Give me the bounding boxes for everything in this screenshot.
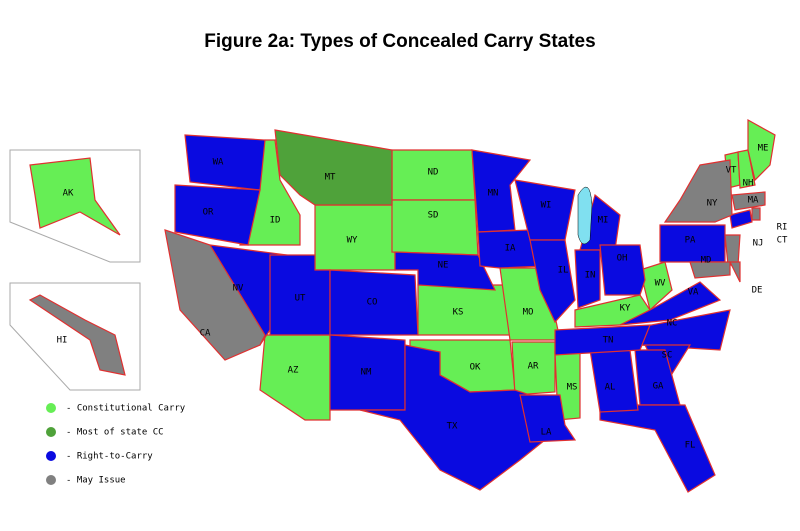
state-label: TX — [447, 422, 458, 432]
state-shape — [184, 134, 266, 191]
state-label: KY — [620, 304, 631, 314]
legend-swatch — [46, 427, 56, 437]
state-shape — [259, 334, 331, 421]
state-label: NE — [438, 261, 449, 271]
state-label: PA — [685, 236, 696, 246]
state-shape — [529, 239, 576, 324]
state-shape — [731, 191, 766, 211]
state-shape — [724, 234, 741, 266]
state-label: KS — [453, 308, 464, 318]
state-label: SD — [428, 211, 439, 221]
state-shape — [174, 184, 261, 246]
state-label: ID — [270, 216, 281, 226]
state-label: CT — [777, 236, 788, 246]
state-shape — [274, 129, 393, 206]
state-shape — [511, 341, 556, 396]
map-title: Figure 2a: Types of Concealed Carry Stat… — [204, 31, 595, 52]
state-label: NM — [361, 368, 372, 378]
state-shape — [519, 394, 577, 443]
state-label: DE — [752, 286, 763, 296]
state-label: MO — [523, 308, 534, 318]
state-label: OH — [617, 254, 628, 264]
state-label: AL — [605, 383, 616, 393]
state-shape — [28, 294, 126, 376]
state-label: WY — [347, 236, 358, 246]
state-label: NH — [743, 179, 754, 189]
state-label: ND — [428, 168, 439, 178]
state-label: OK — [470, 363, 481, 373]
state-label: SC — [662, 351, 673, 361]
state-label: WV — [655, 279, 666, 289]
legend-label: - Right-to-Carry — [66, 452, 153, 462]
legend: - Constitutional Carry - Most of state CC… — [46, 403, 186, 486]
legend-swatch — [46, 475, 56, 485]
state-shape — [689, 261, 731, 279]
states — [28, 118, 776, 493]
state-label: MD — [701, 256, 712, 266]
state-shape — [663, 159, 733, 223]
state-label: HI — [57, 336, 68, 346]
state-label: NC — [667, 319, 678, 329]
state-label: LA — [541, 428, 552, 438]
state-shape — [394, 251, 496, 291]
state-label: AK — [63, 189, 74, 199]
state-shape — [391, 199, 479, 256]
state-label: RI — [777, 223, 788, 233]
state-shape — [417, 284, 513, 336]
state-shape — [471, 149, 532, 233]
lake-michigan — [577, 186, 593, 245]
state-label: GA — [653, 382, 664, 392]
state-label: MI — [598, 216, 609, 226]
legend-swatch — [46, 451, 56, 461]
state-shape — [477, 229, 546, 269]
state-label: IA — [505, 244, 516, 254]
state-shape — [589, 349, 639, 413]
state-label: NY — [707, 199, 718, 209]
state-label: ME — [758, 144, 769, 154]
state-label: IL — [558, 266, 569, 276]
legend-label: - Constitutional Carry — [66, 404, 186, 414]
state-label: CA — [200, 329, 211, 339]
state-label: OR — [203, 208, 214, 218]
state-shape — [599, 244, 646, 296]
state-label: MT — [325, 173, 336, 183]
state-label: UT — [295, 294, 306, 304]
state-label: WI — [541, 201, 552, 211]
state-shape — [729, 261, 741, 283]
state-shape — [619, 281, 722, 326]
state-shape — [751, 207, 761, 221]
state-label: VT — [726, 166, 737, 176]
state-label: MS — [567, 383, 578, 393]
state-shape — [574, 249, 601, 309]
state-shape — [737, 149, 756, 189]
state-label: AR — [528, 362, 539, 372]
state-shape — [164, 229, 266, 361]
state-label: VA — [688, 288, 699, 298]
legend-label: - Most of state CC — [66, 428, 164, 438]
state-label: AZ — [288, 366, 299, 376]
state-shape — [29, 157, 121, 236]
state-label: TN — [603, 336, 614, 346]
state-label: FL — [685, 441, 696, 451]
state-shape — [729, 209, 753, 229]
state-label: NJ — [753, 239, 764, 249]
state-shape — [639, 261, 673, 312]
state-label: MN — [488, 189, 499, 199]
state-label: IN — [585, 271, 596, 281]
state-shape — [554, 324, 651, 356]
state-label: MA — [748, 196, 759, 206]
state-shape — [599, 404, 716, 493]
state-label: WA — [213, 158, 224, 168]
state-label: NV — [233, 284, 244, 294]
legend-label: - May Issue — [66, 476, 126, 486]
state-shape — [747, 118, 776, 182]
state-shape — [329, 269, 419, 336]
legend-swatch — [46, 403, 56, 413]
state-labels: AK ID WY ND SD KS OK MO AR MS KY WV AZ VT NH ME MT WA OR NV… — [57, 144, 788, 451]
state-label: CO — [367, 298, 378, 308]
